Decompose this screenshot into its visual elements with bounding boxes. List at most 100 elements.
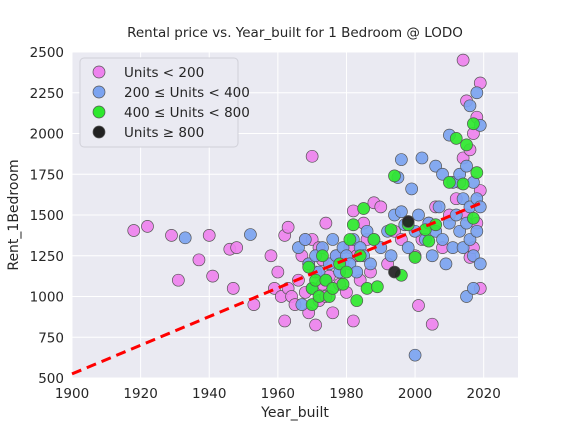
point-series-1	[374, 200, 388, 214]
point-series-2	[470, 224, 484, 238]
trendline-group	[71, 200, 485, 376]
y-tick-label: 2000	[30, 127, 64, 143]
point-units-800-plus	[401, 215, 415, 228]
legend-marker	[92, 85, 106, 99]
x-tick-label: 1900	[55, 386, 89, 402]
point-series-1	[278, 314, 292, 328]
point-series-1	[305, 149, 319, 163]
point-series-2	[456, 192, 470, 206]
legend-marker	[92, 125, 106, 139]
point-series-2	[244, 228, 257, 241]
y-axis-label: Rent_1Bedroom	[6, 159, 22, 270]
point-series-1	[230, 241, 244, 254]
point-series-2	[456, 241, 470, 254]
point-series-2	[460, 290, 473, 303]
point-series-2	[460, 159, 473, 173]
point-series-2	[463, 99, 477, 113]
point-series-3	[388, 169, 401, 183]
point-series-2	[405, 182, 418, 196]
point-series-3	[467, 117, 480, 131]
point-series-3	[340, 265, 353, 279]
point-series-2	[364, 257, 377, 271]
point-series-1	[172, 273, 185, 287]
point-series-1	[425, 317, 439, 331]
point-series-2	[425, 249, 439, 263]
point-series-2	[436, 233, 449, 246]
point-series-1	[271, 265, 285, 279]
point-series-1	[192, 253, 206, 267]
point-series-3	[319, 273, 333, 287]
point-series-1	[206, 269, 220, 283]
point-series-3	[367, 233, 381, 246]
point-series-3	[456, 177, 470, 191]
y-tick-label: 1750	[30, 167, 64, 183]
point-series-1	[326, 306, 340, 320]
point-series-2	[439, 257, 453, 271]
point-series-3	[449, 132, 463, 145]
x-tick-label: 2020	[467, 386, 501, 402]
y-tick-label: 1000	[30, 290, 64, 306]
legend-label: 200 ≤ Units < 400	[124, 85, 250, 101]
point-series-3	[370, 280, 384, 294]
point-series-1	[202, 229, 216, 242]
point-series-3	[408, 251, 422, 264]
legend: Units < 200 200 ≤ Units < 400 400 ≤ Units …	[79, 57, 250, 148]
point-series-2	[432, 200, 446, 214]
point-series-3	[384, 223, 398, 237]
point-series-1	[319, 216, 333, 230]
point-series-2	[395, 153, 408, 166]
point-series-3	[316, 249, 329, 263]
point-series-3	[350, 294, 364, 307]
y-tick-label: 2250	[30, 86, 64, 102]
point-series-2	[326, 233, 340, 246]
point-series-2	[429, 159, 443, 173]
point-series-2	[384, 249, 398, 263]
point-series-2	[298, 233, 312, 246]
x-tick-label: 1960	[261, 386, 295, 402]
point-series-2	[408, 348, 422, 362]
data-points	[127, 53, 487, 362]
y-tick-label: 1500	[30, 208, 64, 224]
point-series-3	[302, 260, 316, 274]
x-axis-label: Year_built	[260, 405, 329, 421]
point-series-1	[226, 282, 240, 295]
point-series-3	[336, 277, 350, 291]
point-series-2	[467, 249, 480, 263]
x-tick-label: 2000	[398, 386, 432, 402]
x-tick-label: 1980	[329, 386, 363, 402]
point-series-2	[467, 282, 480, 295]
point-series-1	[309, 318, 322, 332]
x-tick-label: 1940	[192, 386, 226, 402]
y-tick-label: 750	[38, 330, 64, 346]
point-series-2	[360, 224, 374, 238]
trendline	[71, 200, 485, 376]
point-series-1	[165, 229, 178, 242]
point-series-1	[456, 53, 470, 67]
x-tick-labels: 1900 1920 1940 1960 1980 2000 2020	[55, 386, 501, 402]
point-series-3	[305, 298, 319, 311]
legend-box	[79, 57, 239, 148]
point-series-2	[401, 241, 415, 254]
point-series-3	[346, 218, 360, 232]
point-series-2	[395, 205, 408, 219]
point-series-2	[178, 231, 192, 245]
point-series-1	[141, 220, 154, 233]
point-series-3	[357, 202, 370, 215]
chart-title: Rental price vs. Year_built for 1 Bedroo…	[127, 25, 463, 41]
point-series-3	[443, 176, 456, 189]
y-tick-labels: 500 750 1000 1250 1500 1750 2000 2250 2500	[30, 45, 64, 387]
point-series-2	[453, 224, 467, 238]
point-series-2	[473, 257, 487, 271]
legend-label: 400 ≤ Units < 800	[124, 105, 250, 121]
point-series-3	[470, 166, 484, 179]
legend-marker	[92, 65, 106, 79]
legend-label: Units < 200	[124, 65, 204, 81]
point-series-2	[412, 208, 425, 222]
point-series-2	[292, 241, 305, 254]
point-units-800-plus	[388, 265, 401, 279]
point-series-2	[463, 233, 477, 246]
y-tick-label: 1250	[30, 249, 64, 265]
point-series-2	[470, 86, 484, 100]
point-series-2	[436, 167, 449, 181]
